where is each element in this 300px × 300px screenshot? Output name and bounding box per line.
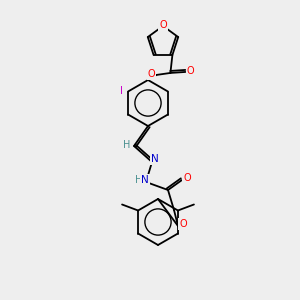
Text: H: H xyxy=(123,140,131,150)
Text: N: N xyxy=(151,154,159,164)
Text: O: O xyxy=(159,20,167,31)
Text: O: O xyxy=(148,69,155,79)
Text: O: O xyxy=(179,219,187,229)
Text: I: I xyxy=(120,85,123,95)
Text: O: O xyxy=(183,173,191,183)
Text: N: N xyxy=(141,175,149,185)
Text: O: O xyxy=(187,66,194,76)
Text: H: H xyxy=(135,175,143,185)
